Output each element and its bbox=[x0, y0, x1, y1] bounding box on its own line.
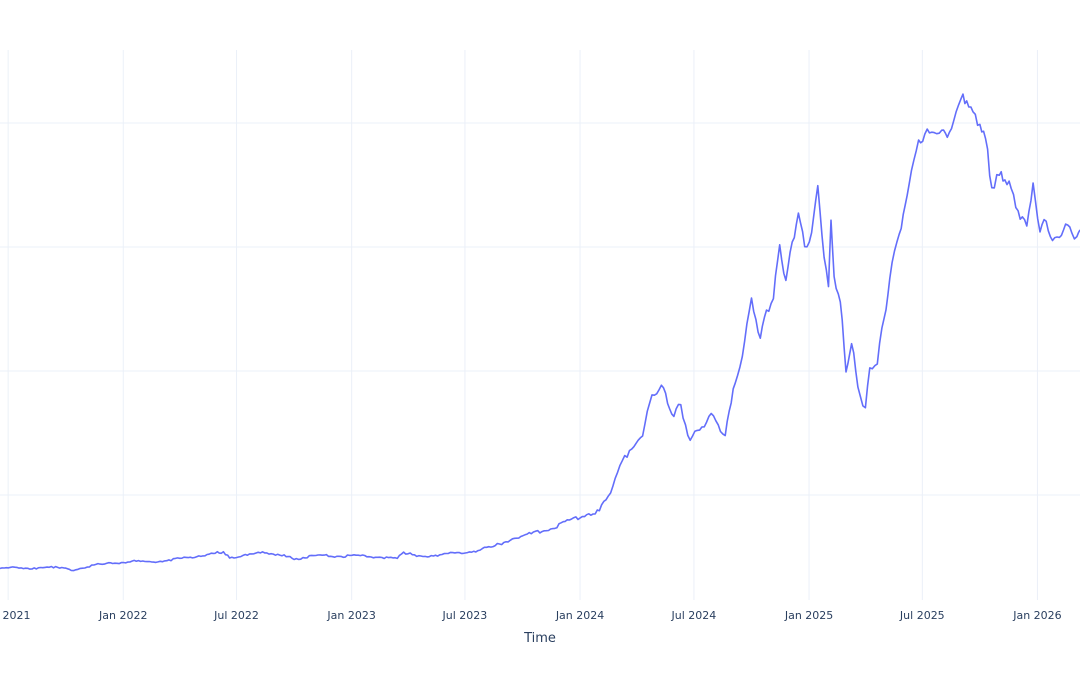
x-tick-label: Jul 2024 bbox=[671, 609, 717, 622]
x-axis-title: Time bbox=[523, 631, 556, 646]
x-tick-label: Jul 2023 bbox=[442, 609, 488, 622]
x-tick-label: Jul 2022 bbox=[213, 609, 259, 622]
x-tick-label: Jan 2023 bbox=[326, 609, 375, 622]
x-tick-label: Jan 2024 bbox=[555, 609, 604, 622]
series-layer bbox=[0, 93, 1080, 572]
x-tick-label: Jan 2026 bbox=[1012, 609, 1061, 622]
x-tick-label: Jul 2021 bbox=[0, 609, 31, 622]
x-tick-labels: Jul 2021 Jan 2022 Jul 2022 Jan 2023 Jul 2023… bbox=[0, 609, 1062, 622]
x-tick-label: Jan 2022 bbox=[98, 609, 147, 622]
x-tick-label: Jan 2025 bbox=[784, 609, 833, 622]
grid-layer bbox=[0, 50, 1080, 600]
series-line bbox=[0, 93, 1080, 572]
x-tick-label: Jul 2025 bbox=[899, 609, 945, 622]
